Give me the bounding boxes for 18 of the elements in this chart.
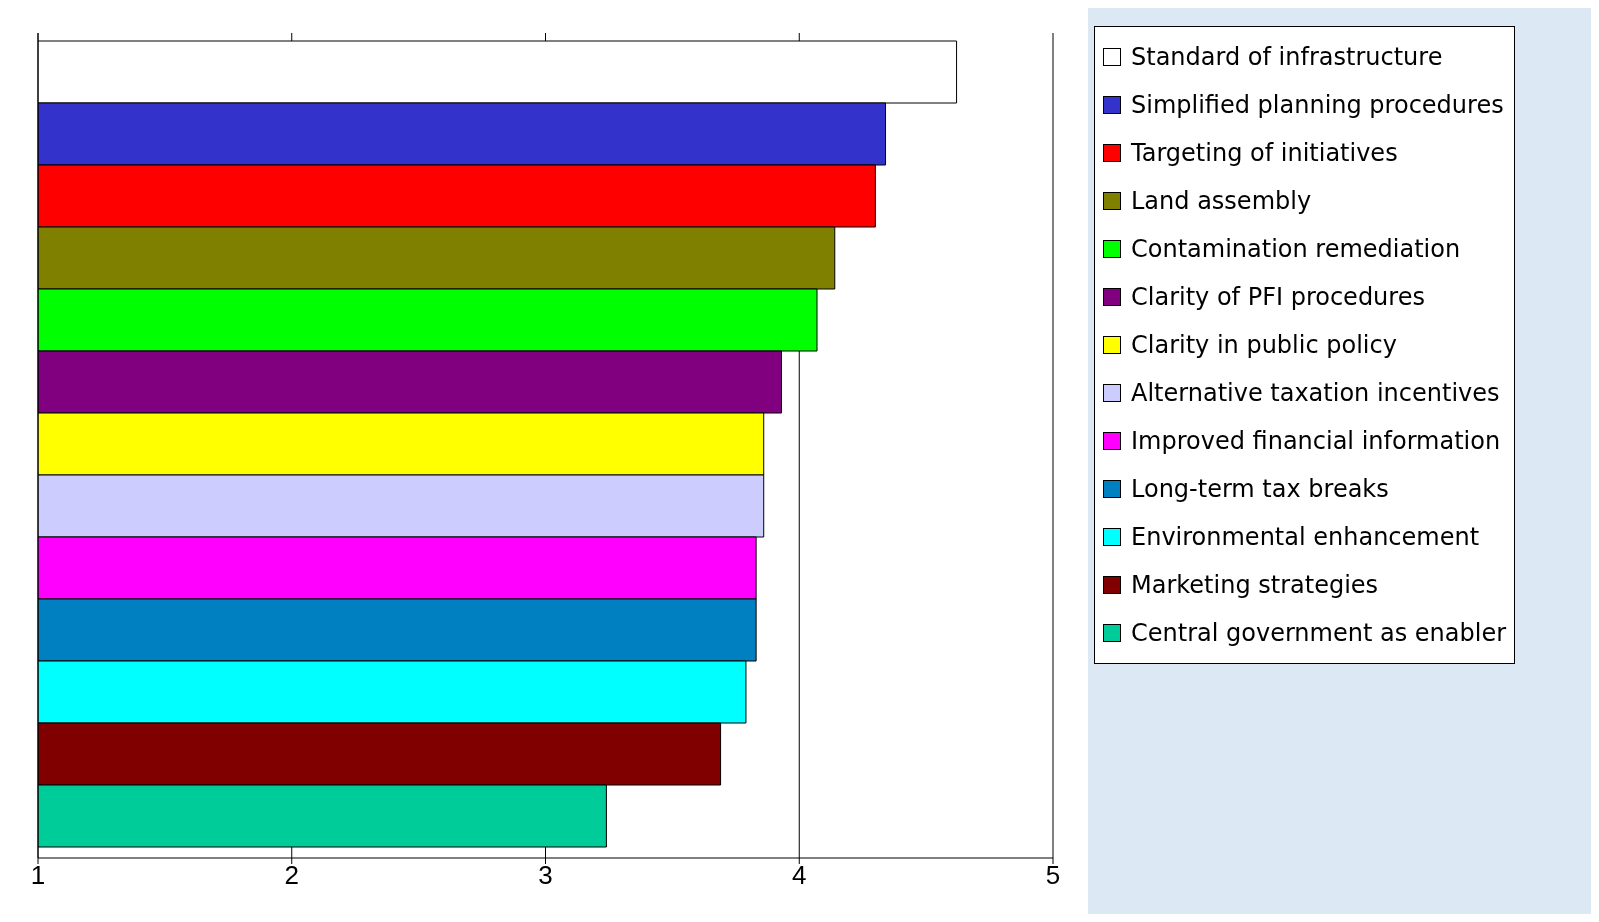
legend-label: Clarity in public policy xyxy=(1131,331,1397,359)
legend-label: Central government as enabler xyxy=(1131,619,1507,647)
legend-label: Land assembly xyxy=(1131,187,1312,215)
x-tick-label: 1 xyxy=(30,860,46,891)
legend-label: Environmental enhancement xyxy=(1131,523,1480,551)
legend-label: Targeting of initiatives xyxy=(1131,139,1398,167)
legend-label: Improved financial information xyxy=(1131,427,1501,455)
x-tick-label: 3 xyxy=(538,860,553,891)
legend-label: Marketing strategies xyxy=(1131,571,1379,599)
legend-label: Simplified planning procedures xyxy=(1131,91,1504,119)
legend-label: Contamination remediation xyxy=(1131,235,1461,263)
x-tick-label: 5 xyxy=(1045,860,1061,891)
legend-label: Standard of infrastructure xyxy=(1131,43,1443,71)
legend-label: Clarity of PFI procedures xyxy=(1131,283,1425,311)
x-tick-label: 4 xyxy=(792,860,807,891)
legend-label: Alternative taxation incentives xyxy=(1131,379,1500,407)
legend-label: Long-term tax breaks xyxy=(1131,475,1389,503)
x-tick-label: 2 xyxy=(284,860,299,891)
